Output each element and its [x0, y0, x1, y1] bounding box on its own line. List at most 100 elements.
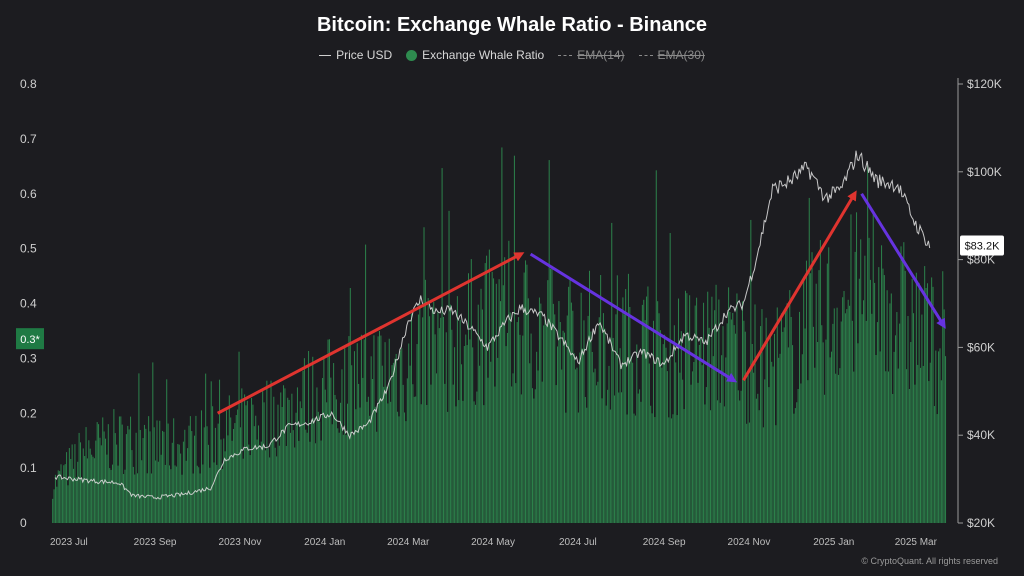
line-swatch-icon [319, 54, 332, 56]
whale-ratio-bar [821, 325, 823, 523]
whale-ratio-bar [429, 316, 431, 523]
whale-ratio-bar [63, 465, 65, 523]
whale-ratio-bar [850, 214, 852, 523]
legend-item-ema30[interactable]: EMA(30) [638, 48, 705, 62]
whale-ratio-bar [319, 421, 321, 523]
whale-ratio-bar [865, 320, 867, 523]
whale-ratio-bar [637, 393, 639, 523]
dashed-line-swatch-icon [638, 54, 653, 56]
whale-ratio-bar [420, 404, 422, 523]
whale-ratio-bar [474, 404, 476, 523]
whale-ratio-bar [853, 371, 855, 523]
whale-ratio-bar [89, 448, 91, 523]
whale-ratio-bar [149, 431, 151, 523]
whale-ratio-bar [258, 425, 260, 523]
red-trend-arrow [742, 190, 857, 382]
whale-ratio-bar [632, 362, 634, 523]
legend-item-ema14[interactable]: EMA(14) [558, 48, 625, 62]
whale-ratio-bar [708, 327, 710, 523]
whale-ratio-bar [349, 288, 351, 523]
whale-ratio-bar [98, 424, 100, 523]
whale-ratio-bar [805, 260, 807, 523]
whale-ratio-bar [893, 351, 895, 523]
whale-ratio-bar [187, 448, 189, 523]
whale-ratio-bar [576, 367, 578, 523]
whale-ratio-bar [111, 464, 113, 523]
legend-item-price[interactable]: Price USD [319, 48, 392, 62]
whale-ratio-bar [484, 263, 486, 523]
whale-ratio-bar [162, 430, 164, 523]
whale-ratio-bar [334, 394, 336, 523]
whale-ratio-bar [545, 325, 547, 523]
whale-ratio-bar [750, 219, 752, 523]
whale-ratio-bar [760, 326, 762, 523]
whale-ratio-bar [536, 351, 538, 523]
whale-ratio-bar [935, 350, 937, 523]
legend-item-whale-ratio[interactable]: Exchange Whale Ratio [406, 48, 544, 62]
whale-ratio-bar [145, 428, 147, 523]
whale-ratio-bar [580, 292, 582, 523]
whale-ratio-bar [696, 297, 698, 523]
whale-ratio-bar [312, 356, 314, 523]
whale-ratio-bar [216, 464, 218, 523]
whale-ratio-bar [890, 293, 892, 523]
whale-ratio-bar [451, 329, 453, 523]
whale-ratio-bar [505, 346, 507, 523]
whale-ratio-bar [899, 323, 901, 523]
whale-ratio-bar [640, 401, 642, 523]
whale-ratio-bar [687, 336, 689, 523]
whale-ratio-bar [232, 428, 234, 523]
whale-ratio-bar [861, 314, 863, 523]
whale-ratio-bar [900, 246, 902, 524]
whale-ratio-bar [53, 489, 55, 523]
whale-ratio-bar [803, 276, 805, 523]
whale-ratio-bar [811, 252, 813, 523]
whale-ratio-bar [694, 305, 696, 523]
whale-ratio-bar [659, 330, 661, 523]
whale-ratio-bar [783, 327, 785, 523]
whale-ratio-bar [401, 348, 403, 523]
whale-ratio-bar [321, 377, 323, 523]
whale-ratio-bar [701, 365, 703, 523]
whale-ratio-bar [231, 440, 233, 523]
whale-ratio-bar [525, 260, 527, 523]
whale-ratio-bar [825, 339, 827, 523]
whale-ratio-bar [939, 348, 941, 523]
whale-ratio-bar [888, 371, 890, 523]
whale-ratio-bar [498, 279, 500, 523]
whale-ratio-bar [491, 271, 493, 523]
whale-ratio-bar [604, 328, 606, 523]
whale-ratio-bar [739, 400, 741, 523]
whale-ratio-bar [486, 255, 488, 523]
left-axis-tick-label: 0 [20, 516, 27, 530]
whale-ratio-bar [365, 244, 367, 523]
whale-ratio-bar [283, 385, 285, 523]
whale-ratio-bar [746, 423, 748, 523]
whale-ratio-bar [381, 365, 383, 523]
whale-ratio-bar [466, 345, 468, 523]
whale-ratio-bar [526, 264, 528, 523]
whale-ratio-bar [589, 270, 591, 523]
whale-ratio-bar [921, 314, 923, 523]
whale-ratio-bar [537, 370, 539, 523]
whale-ratio-bar [619, 348, 621, 523]
left-axis-tick-label: 0.6 [20, 187, 37, 201]
whale-ratio-bar [730, 319, 732, 523]
whale-ratio-bar [388, 338, 390, 523]
left-axis-tick-label: 0.5 [20, 242, 37, 256]
whale-ratio-bar [277, 404, 279, 523]
whale-ratio-bar [380, 335, 382, 523]
whale-ratio-bar [264, 450, 266, 523]
whale-ratio-bar [56, 486, 58, 523]
whale-ratio-bar [342, 434, 344, 523]
whale-ratio-bar [876, 322, 878, 523]
whale-ratio-bar [352, 434, 354, 523]
whale-ratio-bar [926, 283, 928, 523]
whale-ratio-bar [444, 383, 446, 523]
whale-ratio-bar [673, 325, 675, 523]
whale-ratio-bar [348, 336, 350, 523]
whale-ratio-bar [64, 464, 66, 523]
whale-ratio-bar [529, 363, 531, 523]
whale-ratio-bar [70, 458, 72, 523]
